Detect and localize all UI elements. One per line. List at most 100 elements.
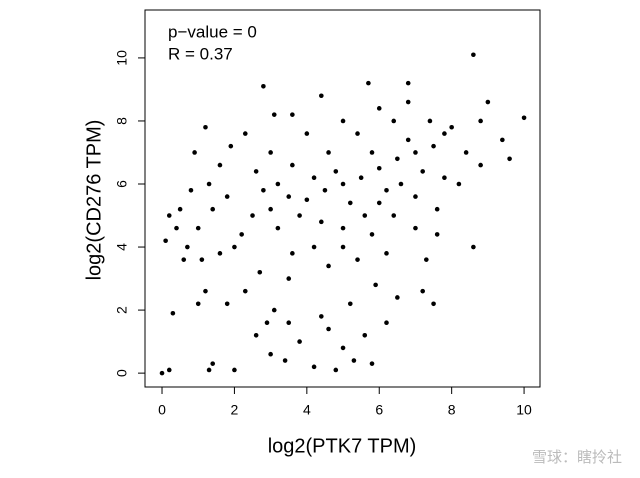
point bbox=[268, 351, 273, 357]
point bbox=[297, 213, 302, 218]
point bbox=[355, 257, 360, 262]
point bbox=[326, 263, 331, 269]
watermark: 雪球：瞎拎社 bbox=[532, 449, 622, 466]
x-tick-label: 0 bbox=[158, 402, 166, 418]
point bbox=[242, 288, 248, 294]
point bbox=[297, 339, 302, 344]
y-tick-label: 10 bbox=[114, 50, 130, 66]
point bbox=[478, 118, 483, 124]
point bbox=[195, 301, 201, 307]
point bbox=[268, 206, 273, 212]
point bbox=[384, 251, 389, 256]
point bbox=[366, 80, 371, 86]
point bbox=[224, 301, 230, 307]
point bbox=[333, 367, 339, 373]
point bbox=[376, 200, 382, 206]
point bbox=[413, 150, 418, 155]
point bbox=[271, 112, 277, 117]
point bbox=[442, 131, 447, 136]
point bbox=[340, 118, 346, 124]
point bbox=[471, 52, 476, 58]
y-tick-label: 0 bbox=[114, 369, 130, 377]
point bbox=[163, 238, 168, 244]
point bbox=[217, 251, 223, 256]
point bbox=[449, 124, 454, 130]
point bbox=[206, 181, 212, 187]
point bbox=[290, 251, 295, 256]
point bbox=[271, 307, 277, 313]
point bbox=[286, 276, 292, 281]
point bbox=[376, 165, 382, 171]
point bbox=[257, 269, 263, 275]
point bbox=[311, 364, 317, 370]
point bbox=[210, 361, 216, 366]
point bbox=[224, 194, 230, 199]
point bbox=[384, 320, 389, 325]
point bbox=[405, 137, 411, 143]
point bbox=[351, 358, 357, 363]
point bbox=[362, 213, 368, 218]
point bbox=[398, 181, 404, 187]
point bbox=[420, 288, 425, 294]
point bbox=[358, 175, 364, 180]
point bbox=[228, 143, 234, 149]
point bbox=[326, 326, 331, 332]
x-tick-label: 10 bbox=[516, 402, 532, 418]
point bbox=[373, 282, 378, 288]
point bbox=[322, 188, 328, 193]
point bbox=[210, 206, 216, 212]
point bbox=[442, 175, 447, 180]
point bbox=[290, 162, 295, 168]
annotation: p−value = 0 bbox=[168, 22, 257, 41]
point bbox=[521, 115, 527, 121]
point bbox=[362, 333, 368, 338]
point bbox=[159, 370, 165, 376]
x-tick-label: 6 bbox=[375, 402, 383, 418]
point bbox=[413, 225, 418, 231]
point bbox=[195, 225, 201, 231]
annotation: R = 0.37 bbox=[168, 44, 233, 63]
point bbox=[405, 99, 411, 105]
point bbox=[384, 188, 389, 193]
point bbox=[282, 358, 288, 363]
point bbox=[261, 188, 266, 193]
point bbox=[311, 244, 317, 250]
point bbox=[478, 162, 483, 168]
point bbox=[199, 257, 205, 262]
point bbox=[391, 213, 397, 218]
point bbox=[166, 213, 172, 218]
point bbox=[420, 169, 425, 174]
point bbox=[253, 333, 259, 338]
x-tick-label: 8 bbox=[448, 402, 456, 418]
point bbox=[456, 181, 462, 187]
point bbox=[340, 345, 346, 351]
point bbox=[340, 244, 346, 250]
point bbox=[319, 93, 324, 99]
point bbox=[174, 225, 179, 231]
point bbox=[311, 175, 317, 180]
point bbox=[232, 244, 237, 250]
plot-frame bbox=[144, 9, 541, 388]
x-axis-label: log2(PTK7 TPM) bbox=[268, 435, 417, 457]
point bbox=[203, 124, 208, 130]
point bbox=[242, 131, 248, 136]
point bbox=[250, 213, 255, 218]
point bbox=[170, 310, 176, 316]
point bbox=[347, 200, 353, 206]
point bbox=[431, 301, 436, 307]
point bbox=[275, 181, 281, 187]
x-tick-label: 2 bbox=[231, 402, 239, 418]
y-tick-label: 6 bbox=[114, 180, 130, 188]
point bbox=[347, 301, 353, 307]
point bbox=[507, 156, 512, 162]
point bbox=[369, 361, 375, 366]
point bbox=[239, 232, 244, 237]
point bbox=[395, 156, 400, 162]
y-tick-label: 4 bbox=[114, 243, 130, 251]
point bbox=[261, 83, 266, 89]
point bbox=[326, 150, 331, 155]
point bbox=[192, 150, 197, 155]
point bbox=[340, 181, 346, 187]
